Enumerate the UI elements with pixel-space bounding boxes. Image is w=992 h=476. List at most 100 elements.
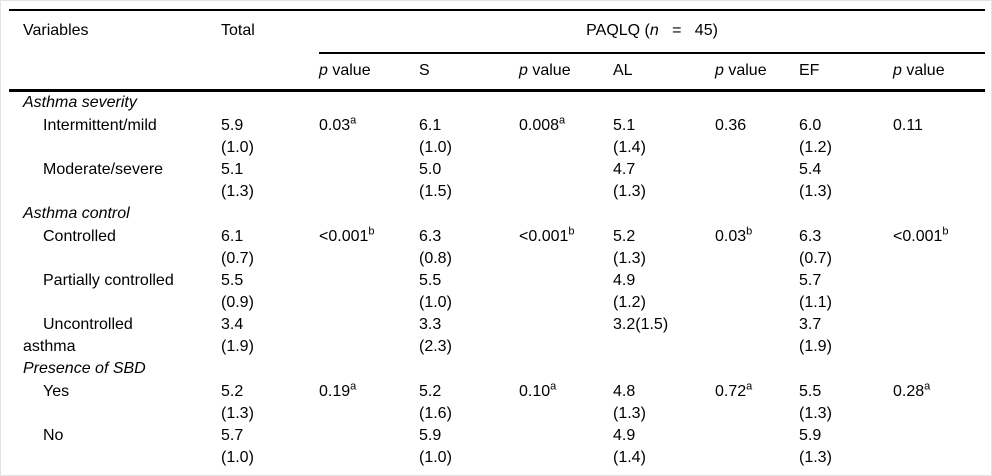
value-cell: 0.72a: [715, 381, 799, 425]
cell-sd: (1.0): [419, 294, 452, 311]
cell-value: 5.1: [613, 117, 636, 134]
table-row: Moderate/severe 5.1 (1.3) 5.0 (1.5) 4.7 (1.3) 5…: [9, 159, 985, 203]
value-cell: 6.3 (0.7): [799, 226, 893, 270]
value-cell: [519, 159, 613, 203]
value-cell: 5.4 (1.3): [799, 159, 893, 203]
cell-sd: (1.4): [613, 139, 646, 156]
cell-value: 6.3: [799, 228, 822, 245]
value-cell: 6.1 (0.7): [221, 226, 319, 270]
value-cell: 5.5 (0.9): [221, 270, 319, 314]
value-cell: <0.001b: [893, 226, 985, 270]
value-cell: 4.8 (1.3): [613, 381, 715, 425]
header-row-top: Variables Total PAQLQ (n = 45): [9, 9, 986, 92]
footnote-marker: a: [746, 380, 753, 393]
cell-value: 6.0: [799, 117, 822, 134]
footnote-marker: a: [350, 114, 357, 127]
footnote-marker: a: [350, 380, 357, 393]
footnote-marker: b: [568, 225, 576, 238]
column-header: p value: [319, 53, 419, 92]
cell-sd: (1.3): [799, 449, 832, 466]
value-cell: 6.1 (1.0): [419, 115, 519, 159]
cell-sd: (0.7): [221, 250, 254, 267]
cell-sd: (1.3): [613, 250, 646, 267]
cell-sd: (1.5): [419, 183, 452, 200]
column-header: p value: [715, 53, 799, 92]
cell-value: 4.7: [613, 161, 636, 178]
value-cell: 4.9 (1.4): [613, 425, 715, 475]
cell-value: 5.2: [613, 228, 636, 245]
value-cell: 0.03a: [319, 115, 419, 159]
value-cell: 5.9 (1.0): [419, 425, 519, 475]
cell-value: 0.19a: [319, 380, 357, 400]
cell-value: 5.5: [221, 272, 244, 289]
value-cell: 0.03b: [715, 226, 799, 270]
value-cell: 4.9 (1.2): [613, 270, 715, 314]
cell-sd: (1.1): [799, 294, 832, 311]
value-cell: 5.0 (1.5): [419, 159, 519, 203]
cell-value: 0.28a: [893, 380, 931, 400]
cell-value: 0.36: [715, 117, 747, 134]
paqlq-label-n: n: [649, 22, 659, 39]
cell-value: 5.2: [221, 383, 244, 400]
value-cell: 0.10a: [519, 381, 613, 425]
cell-sd: (1.3): [613, 405, 646, 422]
cell-sd: (1.4): [613, 449, 646, 466]
value-cell: 3.4 (1.9): [221, 314, 319, 358]
cell-value: 5.0: [419, 161, 442, 178]
value-cell: 5.7 (1.0): [221, 425, 319, 475]
cell-sd: (0.7): [799, 250, 832, 267]
value-cell: 3.7 (1.9): [799, 314, 893, 358]
value-cell: 6.0 (1.2): [799, 115, 893, 159]
cell-value: 6.1: [419, 117, 442, 134]
column-header: AL: [613, 53, 715, 92]
value-cell: [319, 425, 419, 475]
cell-sd: (1.3): [799, 183, 832, 200]
cell-value: 5.9: [221, 117, 244, 134]
value-cell: 5.2 (1.6): [419, 381, 519, 425]
table-row: No 5.7 (1.0) 5.9 (1.0) 4.9 (1.4) 5.9 (1.3): [9, 425, 986, 475]
value-cell: [893, 159, 985, 203]
row-label: Partially controlled: [43, 272, 174, 289]
value-cell: [715, 159, 799, 203]
footnote-marker: a: [559, 114, 566, 127]
paqlq-label-prefix: PAQLQ (: [586, 22, 650, 39]
cell-sd: (1.3): [221, 183, 254, 200]
cell-value: 5.5: [419, 272, 442, 289]
paqlq-label-rest: = 45): [658, 22, 718, 39]
table-body: Asthma severity Intermittent/mild 5.9 (1.0)…: [9, 91, 986, 475]
value-cell: 0.36: [715, 115, 799, 159]
cell-value: 0.03b: [715, 225, 753, 245]
cell-value: 0.72a: [715, 380, 753, 400]
column-header: S: [419, 53, 519, 92]
cell-value: 4.8: [613, 383, 636, 400]
table-row: Partially controlled 5.5 (0.9) 5.5 (1.0) 4.9 (…: [9, 270, 985, 314]
cell-value: 5.5: [799, 383, 822, 400]
value-cell: [319, 314, 419, 358]
value-cell: [715, 425, 799, 475]
cell-sd: (1.0): [419, 139, 452, 156]
cell-value: 3.7: [799, 316, 822, 333]
value-cell: 5.5 (1.3): [799, 381, 893, 425]
cell-value: 5.1: [221, 161, 244, 178]
value-cell: 0.008a: [519, 115, 613, 159]
cell-sd: (0.9): [221, 294, 254, 311]
value-cell: [715, 270, 799, 314]
section-row: Presence of SBD: [9, 358, 985, 381]
section-row: Asthma severity: [9, 91, 985, 116]
cell-sd: (0.8): [419, 250, 452, 267]
cell-value: 5.7: [221, 427, 244, 444]
cell-value: 0.10a: [519, 380, 557, 400]
cell-sd: (1.6): [419, 405, 452, 422]
value-cell: 0.28a: [893, 381, 985, 425]
section-row: Asthma control: [9, 203, 985, 226]
cell-value: 6.1: [221, 228, 244, 245]
footnote-marker: b: [746, 225, 753, 238]
footnote-marker: b: [942, 225, 950, 238]
value-cell: [893, 314, 985, 358]
value-cell: <0.001b: [519, 226, 613, 270]
value-cell: [319, 270, 419, 314]
value-cell: [715, 314, 799, 358]
